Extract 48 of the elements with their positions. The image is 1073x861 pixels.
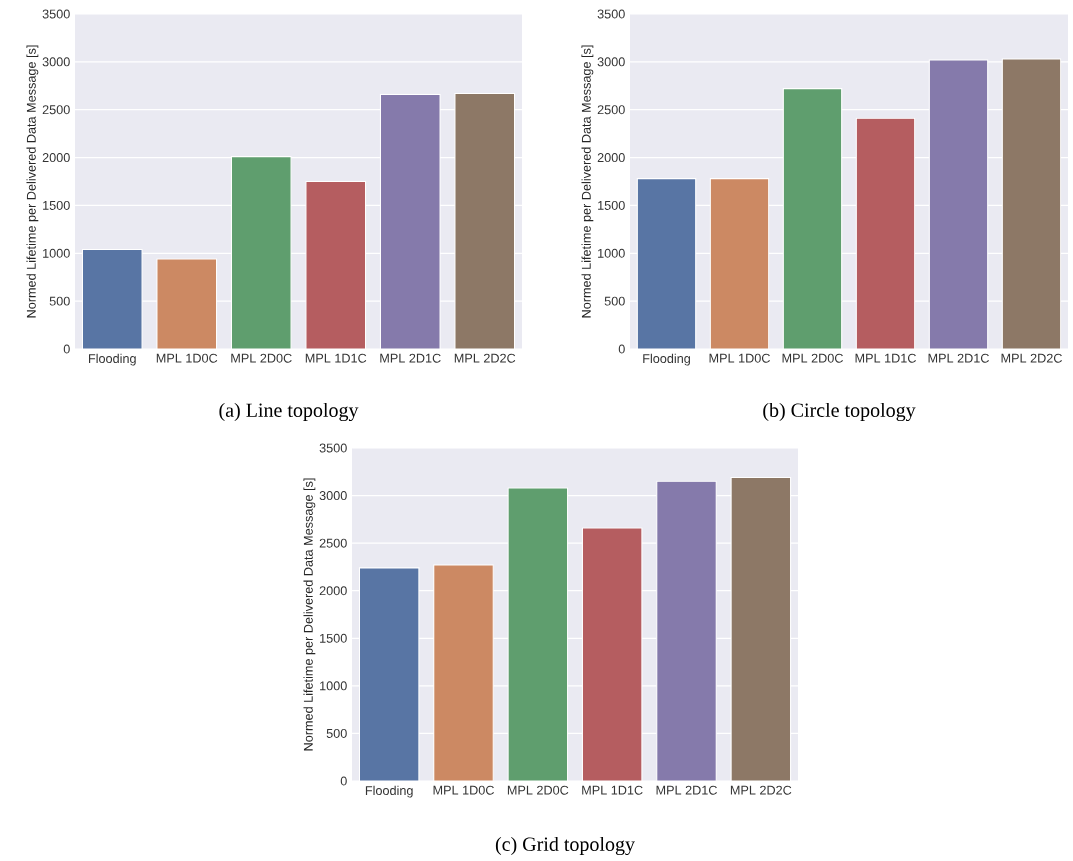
y-tick-label: 0 bbox=[340, 776, 347, 786]
y-tick-label: 1000 bbox=[43, 248, 70, 258]
x-tick-label: MPL 2D1C bbox=[380, 353, 441, 363]
x-tick-label: MPL 1D0C bbox=[709, 353, 770, 363]
y-axis-title: Normed Lifetime per Delivered Data Message [s] bbox=[303, 478, 316, 751]
y-tick-label: 2000 bbox=[42, 153, 70, 163]
y-tick-label: 1000 bbox=[320, 681, 347, 691]
y-tick-label: 2000 bbox=[319, 586, 347, 596]
y-tick-label: 1500 bbox=[598, 200, 625, 210]
y-tick-label: 1500 bbox=[43, 200, 70, 210]
y-tick-label: 3000 bbox=[597, 57, 625, 67]
x-tick-label: MPL 2D2C bbox=[454, 353, 516, 363]
x-tick-label: MPL 2D0C bbox=[782, 353, 843, 363]
y-tick-label: 500 bbox=[49, 296, 70, 306]
text: (a) Line topology bbox=[219, 402, 359, 422]
y-tick-label: 1500 bbox=[320, 633, 347, 643]
y-tick-label: 2500 bbox=[42, 105, 70, 115]
x-tick-label: Flooding bbox=[89, 353, 136, 366]
x-tick-label: MPL 2D2C bbox=[1001, 353, 1062, 363]
x-tick-label: MPL 1D1C bbox=[582, 785, 643, 795]
x-tick-label: MPL 2D0C bbox=[231, 353, 292, 363]
text: (b) Circle topology bbox=[763, 402, 916, 422]
y-tick-label: 2000 bbox=[597, 153, 625, 163]
y-tick-label: 0 bbox=[63, 344, 70, 354]
y-tick-label: 3500 bbox=[597, 9, 625, 19]
y-tick-label: 3000 bbox=[319, 491, 347, 501]
y-tick-label: 3000 bbox=[42, 57, 70, 67]
y-axis-title: Normed Lifetime per Delivered Data Message [s] bbox=[26, 45, 39, 318]
x-tick-label: MPL 2D1C bbox=[928, 353, 989, 363]
x-tick-label: MPL 1D1C bbox=[305, 353, 367, 363]
y-tick-label: 3500 bbox=[319, 443, 347, 453]
x-tick-label: MPL 1D0C bbox=[433, 785, 494, 795]
y-tick-label: 2500 bbox=[319, 538, 347, 548]
y-tick-label: 500 bbox=[604, 296, 625, 306]
y-tick-label: 500 bbox=[326, 728, 347, 738]
y-tick-label: 2500 bbox=[597, 105, 625, 115]
y-tick-label: 1000 bbox=[598, 248, 625, 258]
text: (c) Grid topology bbox=[495, 836, 635, 856]
x-tick-label: Flooding bbox=[365, 785, 413, 798]
x-tick-label: Flooding bbox=[643, 353, 690, 366]
x-tick-label: MPL 2D2C bbox=[730, 785, 792, 795]
x-tick-label: MPL 2D0C bbox=[507, 785, 569, 795]
x-tick-label: MPL 2D1C bbox=[656, 785, 717, 795]
y-tick-label: 0 bbox=[618, 344, 625, 354]
y-axis-title: Normed Lifetime per Delivered Data Message [s] bbox=[581, 45, 594, 318]
x-tick-label: MPL 1D0C bbox=[156, 353, 218, 363]
y-tick-label: 3500 bbox=[42, 9, 70, 19]
x-tick-label: MPL 1D1C bbox=[855, 353, 916, 363]
